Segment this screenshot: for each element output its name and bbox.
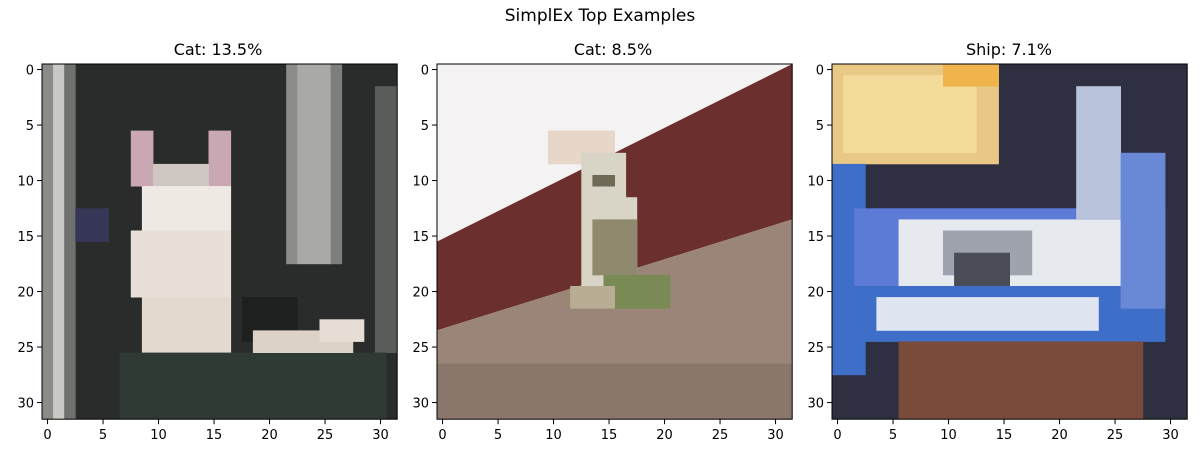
y-tick-label: 25 [807,341,824,356]
y-tick-label: 0 [816,64,824,79]
x-tick-label: 5 [494,428,502,443]
x-tick-label: 20 [656,428,673,443]
y-tick-label: 5 [421,119,429,134]
image-left-edge [42,64,54,420]
y-tick-label: 30 [807,397,824,412]
x-tick-label: 10 [150,428,167,443]
image-ship-bow [1076,86,1121,220]
image-dark-spot [75,208,109,242]
image-cat-chest [141,186,232,231]
panel-1: 0 5 10 15 20 25 30 0 5 10 15 20 25 30 [17,63,398,443]
x-tick-label: 15 [996,428,1013,443]
image-ship-bow-blue [1120,152,1166,309]
image-right-post [375,86,398,353]
x-tick-label: 30 [372,428,389,443]
image-ship-hull-light [876,297,1099,331]
x-tick-label: 0 [43,428,51,443]
image-pillar-shadow [330,64,343,265]
y-tick-label: 20 [412,286,429,301]
y-tick-label: 10 [807,175,824,190]
y-tick-label: 0 [421,64,429,79]
x-tick-label: 15 [206,428,223,443]
image-sign-highlight [943,64,999,87]
y-tick-label: 25 [17,341,34,356]
image-ground-near [437,363,793,420]
figure-title: SimplEx Top Examples [504,6,696,26]
panel-2: 0 5 10 15 20 25 30 0 5 10 15 20 25 30 [412,63,793,443]
y-tick-label: 15 [17,230,34,245]
y-tick-label: 0 [26,64,34,79]
image-cat-body [130,230,232,298]
panel-image [437,64,793,420]
y-tick-label: 20 [807,286,824,301]
image-cat-ear-left [130,130,154,187]
panel-2-title: Cat: 8.5% [573,40,653,59]
y-tick-label: 5 [816,119,824,134]
panel-3: 0 5 10 15 20 25 30 0 5 10 15 20 25 30 [807,63,1188,443]
image-light-stripe [53,64,65,420]
y-tick-label: 10 [412,175,429,190]
x-tick-label: 25 [317,428,334,443]
axes-frame [41,63,398,420]
image-pillar [297,64,331,265]
image-cat-face [592,175,615,187]
image-cat-ear-right [208,130,232,187]
x-tick-label: 25 [712,428,729,443]
image-pillar-edge [286,64,298,265]
x-tick-label: 25 [1107,428,1124,443]
image-sign-inner [843,75,977,154]
image-cat-legs [141,297,232,353]
image-cat-paws [570,286,615,309]
y-tick-label: 10 [17,175,34,190]
x-tick-label: 0 [833,428,841,443]
x-tick-label: 5 [889,428,897,443]
x-tick-label: 10 [940,428,957,443]
x-tick-label: 20 [1051,428,1068,443]
axes-frame [436,63,793,420]
panel-3-title: Ship: 7.1% [965,40,1053,59]
y-tick-label: 15 [412,230,429,245]
panel-image [42,64,398,420]
x-tick-label: 0 [438,428,446,443]
y-tick-label: 20 [17,286,34,301]
image-ship-windows [954,252,1010,287]
panel-1-title: Cat: 13.5% [173,40,263,59]
image-cat-shading [592,219,638,276]
y-tick-label: 25 [412,341,429,356]
x-tick-label: 30 [1162,428,1179,443]
y-tick-label: 15 [807,230,824,245]
image-stripe-shadow [64,64,76,420]
image-floor [119,352,387,420]
panel-image [832,64,1188,420]
y-tick-label: 30 [412,397,429,412]
x-tick-label: 15 [601,428,618,443]
x-tick-label: 10 [545,428,562,443]
y-tick-label: 5 [26,119,34,134]
x-tick-label: 20 [261,428,278,443]
y-tick-label: 30 [17,397,34,412]
x-tick-label: 5 [99,428,107,443]
axes-frame [831,63,1188,420]
x-tick-label: 30 [767,428,784,443]
image-ship-lower [898,341,1144,420]
image-cat-paw-tip [319,319,365,342]
